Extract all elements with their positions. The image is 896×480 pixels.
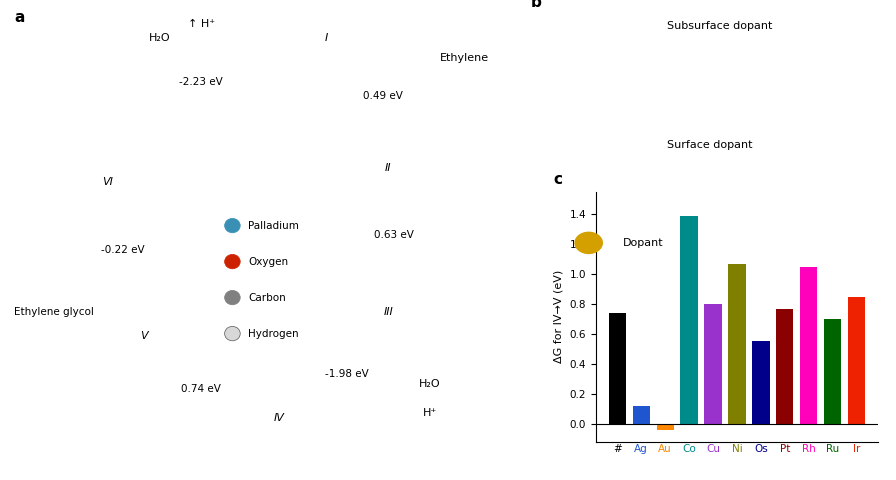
Circle shape bbox=[575, 232, 602, 253]
Circle shape bbox=[225, 290, 240, 305]
Bar bbox=[633, 406, 650, 424]
Text: b: b bbox=[530, 0, 542, 10]
Text: Ethylene glycol: Ethylene glycol bbox=[14, 307, 94, 317]
Y-axis label: ΔG for IV→V (eV): ΔG for IV→V (eV) bbox=[554, 270, 564, 363]
Text: I: I bbox=[324, 34, 328, 43]
Bar bbox=[657, 424, 674, 430]
Text: Hydrogen: Hydrogen bbox=[248, 329, 298, 338]
Text: -1.98 eV: -1.98 eV bbox=[325, 370, 368, 379]
Text: H₂O: H₂O bbox=[149, 34, 170, 43]
Bar bbox=[753, 341, 770, 424]
Bar bbox=[776, 309, 794, 424]
Text: Ethylene: Ethylene bbox=[440, 53, 489, 62]
Bar bbox=[704, 304, 721, 424]
Text: Palladium: Palladium bbox=[248, 221, 299, 230]
Text: Dopant: Dopant bbox=[623, 238, 663, 248]
Circle shape bbox=[225, 254, 240, 269]
Text: Surface dopant: Surface dopant bbox=[667, 140, 753, 150]
Text: H₂O: H₂O bbox=[419, 379, 441, 389]
Text: Oxygen: Oxygen bbox=[248, 257, 289, 266]
Bar bbox=[728, 264, 745, 424]
Text: c: c bbox=[554, 172, 563, 187]
Bar bbox=[680, 216, 698, 424]
Bar bbox=[848, 297, 866, 424]
Bar bbox=[800, 267, 817, 424]
Text: ↑ H⁺: ↑ H⁺ bbox=[187, 19, 215, 29]
Bar bbox=[824, 319, 841, 424]
Text: 0.49 eV: 0.49 eV bbox=[363, 91, 403, 101]
Text: H⁺: H⁺ bbox=[423, 408, 437, 418]
Text: -2.23 eV: -2.23 eV bbox=[179, 77, 223, 86]
Text: Carbon: Carbon bbox=[248, 293, 286, 302]
Text: VI: VI bbox=[102, 178, 113, 187]
Text: II: II bbox=[385, 163, 392, 173]
Text: 0.63 eV: 0.63 eV bbox=[374, 230, 413, 240]
Text: III: III bbox=[383, 307, 393, 317]
Text: 0.74 eV: 0.74 eV bbox=[181, 384, 221, 394]
Text: -0.22 eV: -0.22 eV bbox=[101, 245, 145, 254]
Text: a: a bbox=[14, 10, 24, 24]
Text: Subsurface dopant: Subsurface dopant bbox=[667, 22, 772, 31]
Text: V: V bbox=[141, 331, 148, 341]
Text: IV: IV bbox=[274, 413, 285, 422]
Bar bbox=[608, 313, 626, 424]
Circle shape bbox=[225, 218, 240, 233]
Circle shape bbox=[225, 326, 240, 341]
